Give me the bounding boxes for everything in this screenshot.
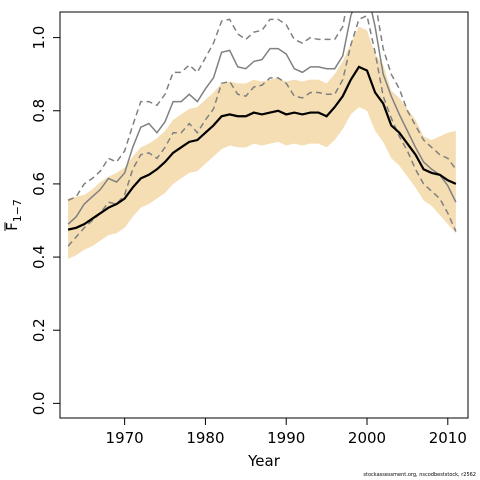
y-tick-label: 1.0 [30,26,48,50]
x-axis-title: Year [247,452,281,470]
grey-solid-line [67,12,457,225]
estimate-line [67,65,457,231]
x-tick-label: 2000 [348,429,386,447]
x-tick-label: 1970 [106,429,144,447]
y-axis-title: F1−7 [3,199,24,231]
y-axis-title-subscript: 1−7 [11,199,24,222]
y-tick-label: 0.2 [30,318,48,342]
confidence-band [68,26,456,259]
y-tick-label: 0.4 [30,245,48,269]
y-tick-label: 0.8 [30,99,48,123]
plot-area [67,12,457,259]
x-tick-label: 1990 [267,429,305,447]
grey-dashed-upper-line [67,12,457,202]
y-tick-label: 0.6 [30,172,48,196]
x-tick-label: 1980 [186,429,224,447]
y-axis-title-group: F1−7 [3,199,24,231]
y-tick-label: 0.0 [30,391,48,415]
x-axis: 1970 1980 1990 2000 2010 [106,417,467,447]
y-axis: 0.0 0.2 0.4 0.6 0.8 1.0 [30,26,61,415]
grey-dashed-lower-line [67,14,457,247]
footer-credit: stockassessment.org, nscodbeststock, r25… [363,472,476,478]
y-axis-title-main: F [3,222,21,231]
x-tick-label: 2010 [429,429,467,447]
